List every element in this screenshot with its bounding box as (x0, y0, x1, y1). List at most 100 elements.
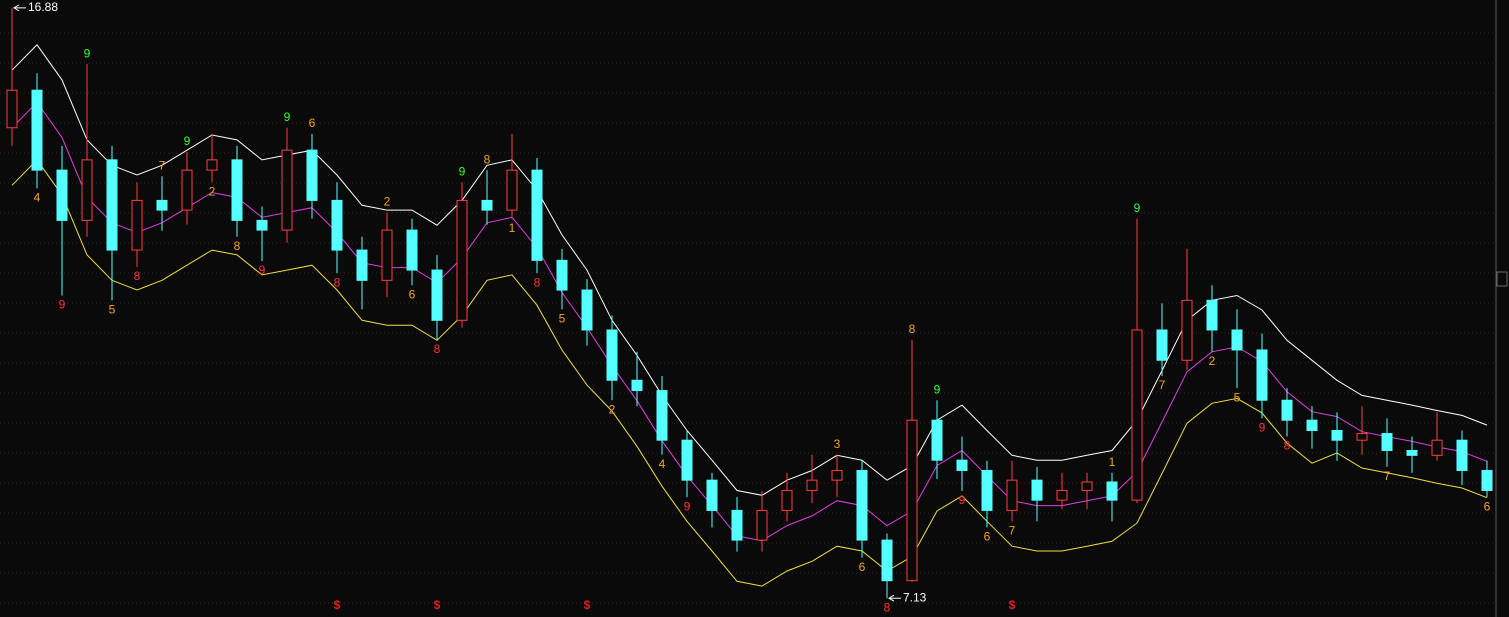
candle-body (231, 159, 243, 221)
sequence-label: 8 (434, 342, 441, 356)
sequence-label: 9 (684, 499, 691, 513)
candle-body (406, 229, 418, 271)
signal-marker: $ (1009, 598, 1016, 612)
candle-body (956, 459, 968, 471)
candle-body (981, 469, 993, 511)
candle-body (1056, 489, 1068, 501)
candle-body (1431, 439, 1443, 456)
candle-body (281, 149, 293, 231)
candle-body (1231, 329, 1243, 351)
sequence-label: 6 (309, 116, 316, 130)
candle-body (431, 269, 443, 321)
band-line (11, 44, 1488, 496)
sequence-label: 4 (659, 457, 666, 471)
sequence-label: 9 (1259, 421, 1266, 435)
signal-marker: $ (434, 598, 441, 612)
candle-body (1006, 479, 1018, 511)
candle-body (356, 249, 368, 281)
candle-body (581, 289, 593, 331)
candle-body (1281, 399, 1293, 421)
candle-body (206, 159, 218, 171)
sequence-label: 7 (159, 158, 166, 172)
candle-body (531, 169, 543, 261)
sequence-label: 9 (459, 164, 466, 178)
grid (0, 32, 1494, 604)
sequence-label: 9 (184, 134, 191, 148)
candle-body (631, 379, 643, 392)
extreme-arrow-head (888, 594, 895, 602)
candle-body (131, 199, 143, 251)
candle-body (831, 469, 843, 481)
sequence-label: 7 (1384, 469, 1391, 483)
extreme-arrow-head (13, 4, 20, 12)
candle-body (31, 89, 43, 171)
candle-body (6, 89, 18, 129)
sequence-label: 2 (209, 184, 216, 198)
candle-body (1206, 299, 1218, 331)
sequence-label: 6 (409, 287, 416, 301)
sequence-label: 5 (109, 302, 116, 316)
sequence-label: 8 (134, 269, 141, 283)
candle-body (906, 419, 918, 582)
sequence-label: 2 (609, 402, 616, 416)
candle-body (556, 259, 568, 291)
sequence-label: 6 (984, 530, 991, 544)
candle-body (331, 199, 343, 251)
candle-body (1356, 433, 1368, 441)
candle-body (106, 159, 118, 251)
candle-body (1106, 481, 1118, 501)
scroll-handle[interactable] (1496, 271, 1508, 287)
sequence-label: 6 (859, 560, 866, 574)
extreme-label: 7.13 (903, 590, 927, 604)
sequence-label: 1 (1109, 455, 1116, 469)
candle-body (1031, 479, 1043, 501)
candle-body (506, 169, 518, 211)
band-line (11, 159, 1488, 587)
candle-body (1156, 329, 1168, 361)
candle-body (456, 199, 468, 321)
candle-body (1181, 299, 1193, 361)
candle-body (156, 199, 168, 211)
candle-body (1481, 469, 1493, 491)
sequence-label: 8 (534, 275, 541, 289)
candle-body (1331, 430, 1343, 441)
sequence-label: 9 (1134, 201, 1141, 215)
sequence-label: 2 (1209, 354, 1216, 368)
sequence-label: 2 (384, 195, 391, 209)
candle-body (606, 329, 618, 381)
sequence-label: 1 (509, 221, 516, 235)
candle-body (81, 159, 93, 221)
sequence-label: 9 (284, 110, 291, 124)
sequence-label: 8 (1284, 439, 1291, 453)
candle-body (306, 149, 318, 201)
candle-body (806, 479, 818, 491)
sequence-label: 9 (59, 298, 66, 312)
sequence-label: 8 (334, 275, 341, 289)
candle-body (1081, 481, 1093, 491)
candle-body (656, 390, 668, 441)
extreme-label: 16.88 (28, 0, 58, 14)
sequence-label: 8 (234, 239, 241, 253)
sequence-label: 9 (959, 493, 966, 507)
candle-body (706, 479, 718, 511)
signal-marker: $ (334, 598, 341, 612)
candle-body (1381, 433, 1393, 451)
candle-body (1406, 449, 1418, 456)
candle-body (756, 509, 768, 541)
signal-marker: $ (584, 598, 591, 612)
sequence-label: 8 (909, 322, 916, 336)
candle-body (56, 169, 68, 221)
sequence-label: 4 (34, 190, 41, 204)
candle-body (381, 229, 393, 281)
candle-body (781, 489, 793, 511)
sequence-label: 6 (1484, 499, 1491, 513)
sequence-label: 7 (1159, 378, 1166, 392)
sequence-label: 9 (259, 263, 266, 277)
sequence-label: 5 (559, 312, 566, 326)
sequence-label: 8 (484, 152, 491, 166)
candle-body (181, 169, 193, 211)
candle-body (881, 539, 893, 582)
